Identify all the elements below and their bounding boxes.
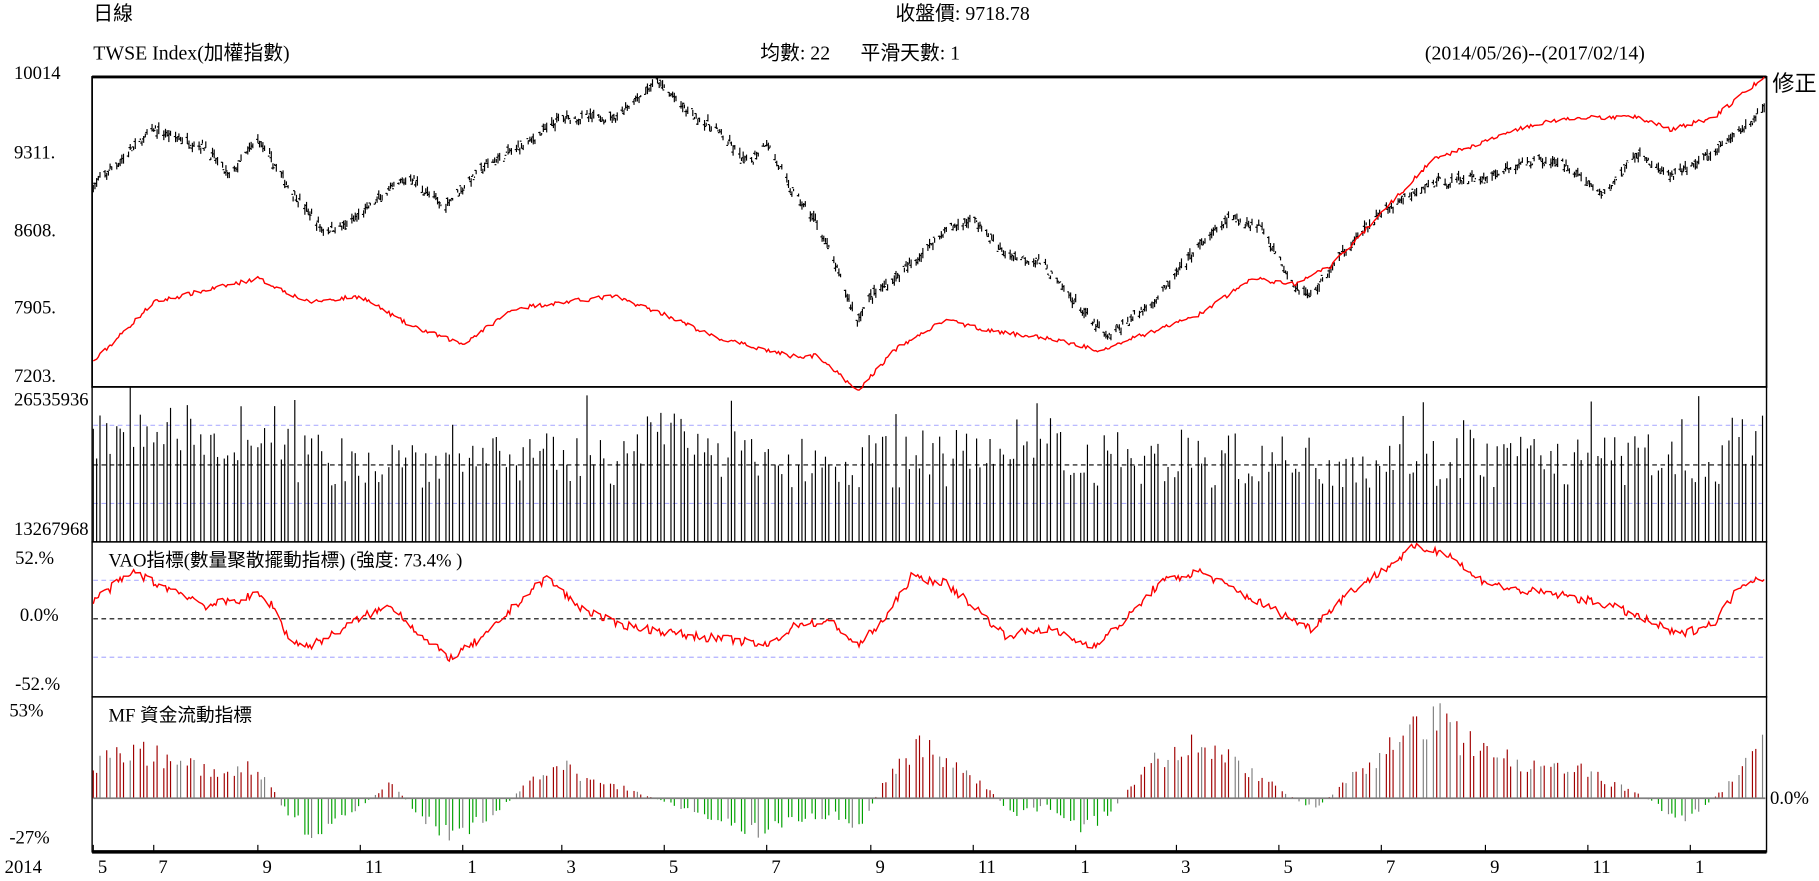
close-price-label: 收盤價: 9718.78: [896, 3, 1030, 25]
price-panel: [91, 76, 1768, 388]
price-tick-3: 7905.: [14, 297, 56, 318]
x-tick-label: 3: [566, 857, 575, 878]
x-tick-label: 7: [1386, 857, 1395, 878]
x-tick-label: 5: [1284, 857, 1293, 878]
volume-tick-0: 26535936: [14, 390, 89, 411]
x-tick-label: 5: [669, 857, 678, 878]
vao-tick-1: 0.0%: [20, 605, 59, 626]
mf-bars: [92, 703, 1764, 841]
smooth-label: 平滑天數: 1: [861, 42, 961, 64]
price-overlay-line: [92, 76, 1765, 391]
volume-tick-1: 13267968: [14, 519, 89, 540]
mf-tick-1: -27%: [9, 828, 49, 849]
vao-line: [92, 542, 1765, 663]
x-tick-label: 5: [98, 857, 107, 878]
x-tick-label: 11: [1593, 857, 1611, 878]
x-year-label: 2014: [5, 857, 43, 878]
x-tick-label: 1: [1695, 857, 1704, 878]
x-tick-label: 7: [771, 857, 780, 878]
x-tick-label: 1: [1080, 857, 1089, 878]
x-tick-label: 11: [365, 857, 383, 878]
price-tick-1: 9311.: [14, 142, 55, 163]
price-tick-0: 10014: [14, 63, 61, 84]
price-tick-2: 8608.: [14, 221, 56, 242]
volume-bars: [92, 386, 1764, 542]
x-tick-label: 11: [978, 857, 996, 878]
x-tick-label: 9: [263, 857, 272, 878]
ma-label: 均數: 22: [760, 42, 830, 64]
price-tick-4: 7203.: [14, 366, 56, 387]
mf-tick-0: 53%: [9, 701, 43, 722]
x-tick-label: 9: [1490, 857, 1499, 878]
vao-tick-0: 52.%: [15, 548, 54, 569]
x-tick-label: 7: [158, 857, 167, 878]
price-ohlc-series: [91, 76, 1765, 341]
symbol-title: TWSE Index(加權指數): [93, 42, 289, 64]
mf-title: MF 資金流動指標: [108, 705, 252, 726]
vao-tick-2: -52.%: [15, 674, 60, 695]
vao-title: VAO指標(數量聚散擺動指標) (強度: 73.4% ): [108, 550, 462, 571]
x-tick-label: 3: [1181, 857, 1190, 878]
period-label: 日線: [93, 3, 133, 25]
date-range: (2014/05/26)--(2017/02/14): [1425, 42, 1645, 64]
x-tick-label: 1: [467, 857, 476, 878]
x-tick-label: 9: [875, 857, 884, 878]
adjust-label[interactable]: 修正: [1772, 71, 1816, 96]
mf-zero-label: 0.0%: [1770, 788, 1809, 809]
